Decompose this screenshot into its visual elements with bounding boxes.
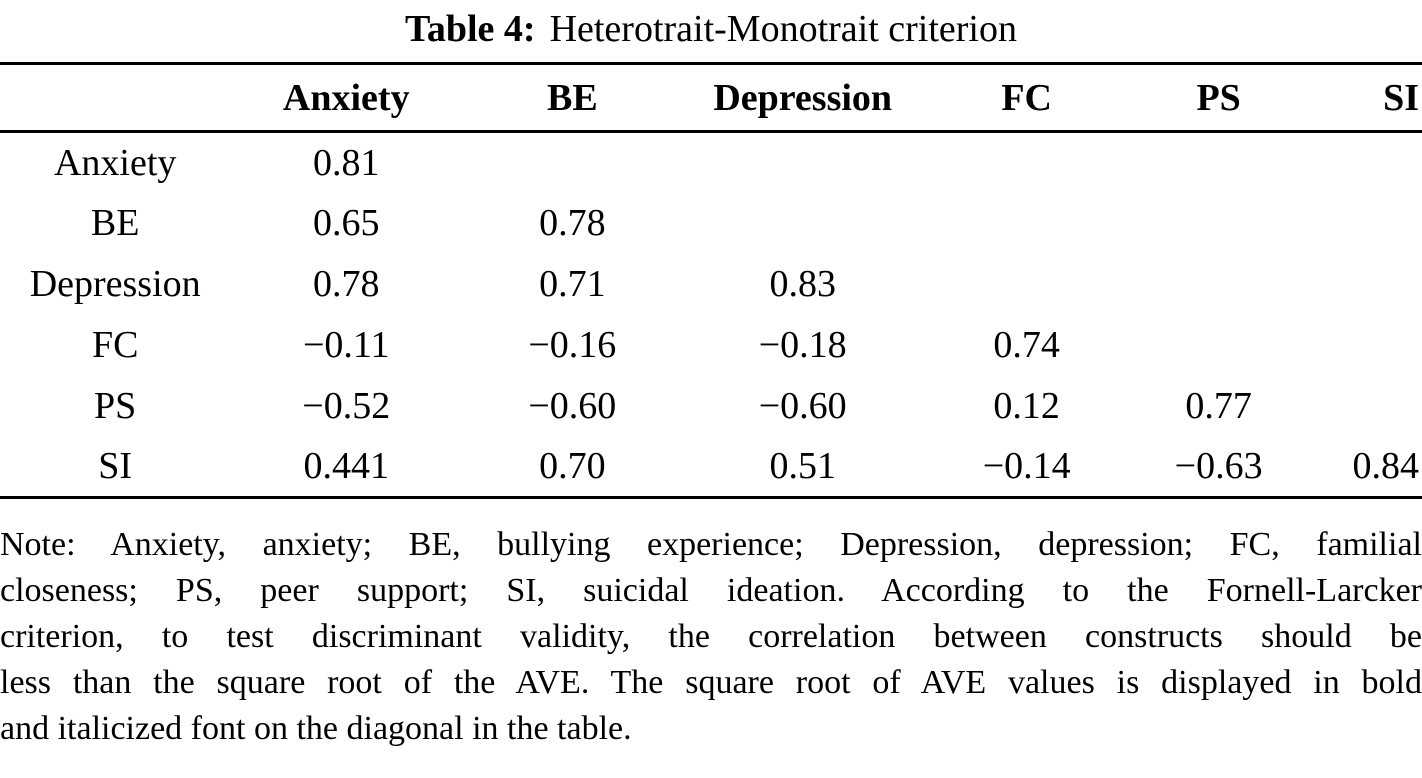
value-cell: 0.51 — [769, 445, 836, 488]
note-line: less than the square root of the AVE. Th… — [0, 664, 1422, 701]
value-cell: −0.14 — [982, 445, 1071, 488]
table-note: Note: Anxiety, anxiety; BE, bullying exp… — [0, 522, 1422, 752]
column-header-ps: PS — [1130, 63, 1307, 133]
table-row-si: SI 0.441 0.70 0.51 −0.14 −0.63 0.84 — [0, 437, 1422, 498]
value-cell: −0.60 — [758, 385, 847, 427]
column-header-be: BE — [462, 63, 683, 133]
row-label: Anxiety — [53, 141, 177, 184]
value-cell — [1307, 193, 1422, 254]
value-cell: 0.78 — [539, 202, 606, 244]
value-cell: 0.12 — [993, 385, 1060, 427]
column-header-si: SI — [1306, 63, 1422, 133]
column-header-anxiety: Anxiety — [230, 63, 463, 133]
row-label: FC — [91, 324, 139, 366]
value-cell: 0.441 — [303, 445, 390, 488]
row-label: Depression — [29, 263, 201, 305]
value-cell: 0.65 — [313, 202, 380, 244]
note-line: Note: Anxiety, anxiety; BE, bullying exp… — [0, 526, 1422, 563]
value-cell: 0.77 — [1185, 385, 1252, 427]
value-cell: 0.71 — [539, 263, 606, 305]
value-cell: −0.52 — [302, 385, 391, 427]
table-head: Anxiety BE Depression FC PS SI — [0, 63, 1422, 133]
value-cell — [1307, 315, 1422, 376]
value-cell — [1307, 254, 1422, 315]
column-header-fc: FC — [922, 63, 1131, 133]
value-cell — [683, 132, 923, 193]
value-cell: −0.11 — [302, 324, 390, 366]
table-row-anxiety: Anxiety 0.81 — [0, 132, 1422, 193]
value-cell: 0.83 — [769, 263, 836, 305]
table-header-row: Anxiety BE Depression FC PS SI — [0, 63, 1422, 133]
table-caption-number: Table 4: — [404, 8, 536, 50]
note-line: closeness; PS, peer support; SI, suicida… — [0, 572, 1422, 609]
value-cell — [923, 193, 1131, 254]
table-caption: Table 4: Heterotrait-Monotrait criterion — [0, 8, 1422, 50]
value-cell — [923, 254, 1131, 315]
table-row-fc: FC −0.11 −0.16 −0.18 0.74 — [0, 315, 1422, 376]
value-cell: −0.18 — [758, 324, 847, 366]
row-label: SI — [98, 445, 133, 488]
value-cell — [1130, 315, 1306, 376]
row-label: BE — [90, 202, 140, 244]
value-cell — [462, 132, 682, 193]
value-cell: 0.74 — [993, 324, 1060, 366]
note-line: and italicized font on the diagonal in t… — [0, 710, 632, 747]
value-cell: 0.70 — [539, 445, 606, 488]
value-cell: −0.16 — [528, 324, 617, 366]
table-body: Anxiety 0.81 BE 0.65 0.78 Depression 0.78 0.71 0… — [0, 132, 1422, 498]
value-cell — [1130, 254, 1306, 315]
table-row-ps: PS −0.52 −0.60 −0.60 0.12 0.77 — [0, 376, 1422, 437]
column-header-depression: Depression — [682, 63, 923, 133]
value-cell — [1307, 132, 1422, 193]
value-cell — [1130, 193, 1306, 254]
note-line: criterion, to test discriminant validity… — [0, 618, 1422, 655]
row-label: PS — [94, 385, 137, 427]
value-cell — [1307, 376, 1422, 437]
value-cell — [923, 132, 1131, 193]
value-cell: 0.78 — [313, 263, 380, 305]
table-caption-title: Heterotrait-Monotrait criterion — [549, 8, 1017, 50]
table-row-be: BE 0.65 0.78 — [0, 193, 1422, 254]
value-cell: 0.81 — [313, 141, 380, 184]
value-cell: −0.60 — [528, 385, 617, 427]
corner-cell — [0, 63, 231, 133]
value-cell — [1130, 132, 1306, 193]
value-cell: −0.63 — [1174, 445, 1263, 488]
value-cell: 0.84 — [1352, 445, 1420, 488]
htmt-correlation-table: Anxiety BE Depression FC PS SI Anxiety 0.81 BE 0… — [0, 62, 1422, 499]
value-cell — [683, 193, 923, 254]
table-row-depression: Depression 0.78 0.71 0.83 — [0, 254, 1422, 315]
